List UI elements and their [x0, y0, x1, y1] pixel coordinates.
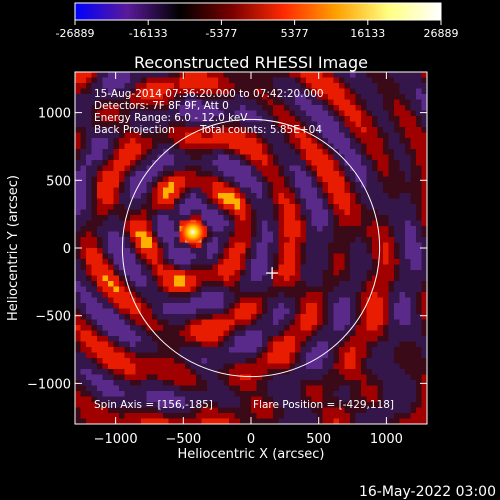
annotation-method: Back Projection	[94, 124, 175, 136]
colorbar-tick-label: 5377	[281, 27, 309, 40]
y-tick-label: 0	[63, 242, 71, 257]
colorbar-tick-label: -16133	[129, 27, 168, 40]
x-tick-label: 500	[306, 432, 331, 447]
spin-axis-marker	[266, 267, 279, 280]
annotation-time-range: 15-Aug-2014 07:36:20.000 to 07:42:20.000	[94, 88, 324, 100]
axis-ticks	[75, 72, 427, 424]
annotation-total-counts: Total counts: 5.85E+04	[199, 124, 322, 136]
y-tick-label: −1000	[27, 377, 71, 392]
colorbar: -26889 -16133 -5377 5377 16133 26889	[56, 2, 459, 40]
heatmap-image	[75, 72, 427, 424]
annotation-energy-range: Energy Range: 6.0 - 12.0 keV	[94, 112, 248, 124]
info-annotations: 15-Aug-2014 07:36:20.000 to 07:42:20.000…	[94, 88, 394, 411]
colorbar-ticks: -26889 -16133 -5377 5377 16133 26889	[56, 20, 459, 40]
flare-source	[178, 218, 207, 247]
x-tick-label: 1000	[370, 432, 403, 447]
x-tick-label: 0	[247, 432, 255, 447]
y-axis-title: Heliocentric Y (arcsec)	[6, 175, 21, 321]
plot-area: −1000 −500 0 500 1000 −1000 −500 0 500 1000 15-A…	[27, 71, 428, 447]
solar-limb-circle	[121, 118, 381, 378]
colorbar-gradient	[74, 2, 442, 21]
chart-title: Reconstructed RHESSI Image	[134, 53, 368, 72]
x-tick-label: −1000	[94, 432, 138, 447]
colorbar-tick-label: 16133	[350, 27, 385, 40]
colorbar-tick-label: 26889	[424, 27, 459, 40]
x-tick-labels: −1000 −500 0 500 1000	[94, 432, 403, 447]
x-axis-title: Heliocentric X (arcsec)	[178, 447, 325, 462]
y-tick-label: 500	[46, 174, 71, 189]
spin-axis-label: Spin Axis = [156,-185]	[94, 399, 213, 411]
colorbar-tick-label: -5377	[205, 27, 237, 40]
flare-position-label: Flare Position = [-429,118]	[253, 399, 394, 411]
annotation-detectors: Detectors: 7F 8F 9F, Att 0	[94, 100, 229, 112]
colorbar-tick-label: -26889	[56, 27, 95, 40]
y-tick-labels: −1000 −500 0 500 1000	[27, 107, 71, 393]
y-tick-label: −500	[35, 310, 71, 325]
x-tick-label: −500	[165, 432, 201, 447]
y-tick-label: 1000	[38, 107, 71, 122]
generation-timestamp: 16-May-2022 03:00	[359, 484, 496, 500]
